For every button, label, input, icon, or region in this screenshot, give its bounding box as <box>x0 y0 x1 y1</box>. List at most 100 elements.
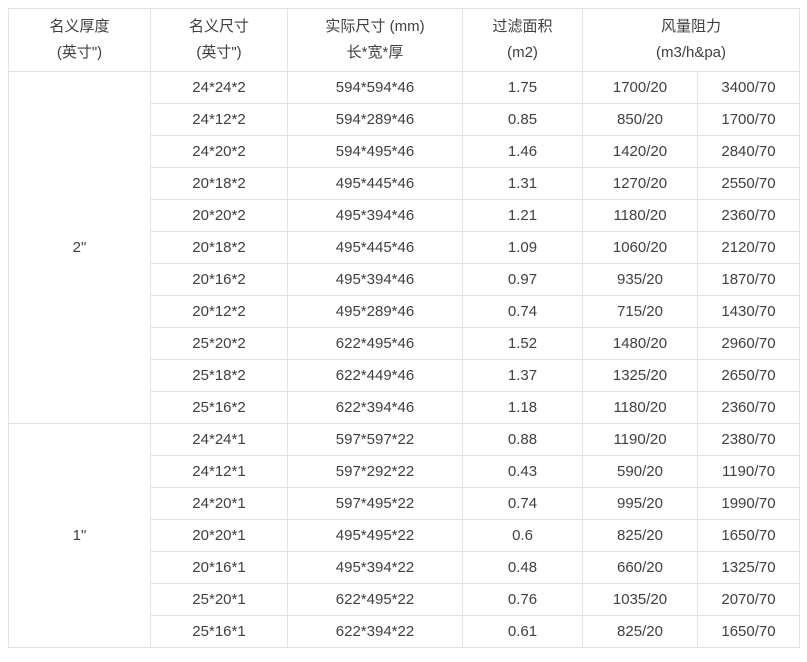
filter-area-cell: 0.88 <box>462 423 583 456</box>
airflow-high-cell: 1700/70 <box>697 103 800 136</box>
filter-area-cell: 0.43 <box>462 455 583 488</box>
header-nominal-thickness: 名义厚度 (英寸") <box>8 8 151 72</box>
header-nominal-size: 名义尺寸 (英寸") <box>150 8 288 72</box>
header-filter-area: 过滤面积 (m2) <box>462 8 583 72</box>
filter-area-cell: 1.52 <box>462 327 583 360</box>
filter-area-cell: 1.75 <box>462 71 583 104</box>
table-row: 25*16*1 622*394*22 0.61 825/20 1650/70 <box>9 615 800 648</box>
airflow-low-cell: 1190/20 <box>582 423 698 456</box>
nominal-size-cell: 25*16*2 <box>150 391 288 424</box>
actual-size-cell: 495*394*22 <box>287 551 463 584</box>
table-row: 25*16*2 622*394*46 1.18 1180/20 2360/70 <box>9 391 800 424</box>
airflow-low-cell: 1420/20 <box>582 135 698 168</box>
airflow-low-cell: 1480/20 <box>582 327 698 360</box>
header-line-1: 过滤面积 <box>492 18 553 35</box>
airflow-high-cell: 2120/70 <box>697 231 800 264</box>
filter-area-cell: 1.37 <box>462 359 583 392</box>
filter-area-cell: 0.48 <box>462 551 583 584</box>
filter-spec-table: 名义厚度 (英寸") 名义尺寸 (英寸") 实际尺寸 (mm) 长*宽*厚 过滤… <box>8 8 800 648</box>
airflow-high-cell: 1870/70 <box>697 263 800 296</box>
filter-area-cell: 1.46 <box>462 135 583 168</box>
airflow-low-cell: 715/20 <box>582 295 698 328</box>
airflow-low-cell: 995/20 <box>582 487 698 520</box>
filter-area-cell: 0.76 <box>462 583 583 616</box>
filter-area-cell: 0.6 <box>462 519 583 552</box>
airflow-high-cell: 1430/70 <box>697 295 800 328</box>
actual-size-cell: 597*292*22 <box>287 455 463 488</box>
filter-area-cell: 0.61 <box>462 615 583 648</box>
airflow-low-cell: 935/20 <box>582 263 698 296</box>
filter-area-cell: 0.97 <box>462 263 583 296</box>
nominal-size-cell: 20*18*2 <box>150 231 288 264</box>
table-header: 名义厚度 (英寸") 名义尺寸 (英寸") 实际尺寸 (mm) 长*宽*厚 过滤… <box>8 8 800 72</box>
actual-size-cell: 594*289*46 <box>287 103 463 136</box>
airflow-high-cell: 3400/70 <box>697 71 800 104</box>
nominal-size-cell: 24*20*2 <box>150 135 288 168</box>
table-row: 24*12*1 597*292*22 0.43 590/20 1190/70 <box>9 455 800 488</box>
actual-size-cell: 622*394*46 <box>287 391 463 424</box>
actual-size-cell: 597*495*22 <box>287 487 463 520</box>
header-line-2: (m2) <box>507 44 538 61</box>
table-row: 2" 24*24*2 594*594*46 1.75 1700/20 3400/70 <box>8 71 800 424</box>
airflow-low-cell: 1270/20 <box>582 167 698 200</box>
table-row: 24*20*2 594*495*46 1.46 1420/20 2840/70 <box>9 135 800 168</box>
nominal-size-cell: 25*18*2 <box>150 359 288 392</box>
filter-area-cell: 1.21 <box>462 199 583 232</box>
airflow-high-cell: 1990/70 <box>697 487 800 520</box>
table-row: 25*18*2 622*449*46 1.37 1325/20 2650/70 <box>9 359 800 392</box>
airflow-high-cell: 2650/70 <box>697 359 800 392</box>
filter-area-cell: 0.85 <box>462 103 583 136</box>
airflow-high-cell: 1190/70 <box>697 455 800 488</box>
table-row: 20*18*2 495*445*46 1.09 1060/20 2120/70 <box>9 231 800 264</box>
header-row: 名义厚度 (英寸") 名义尺寸 (英寸") 实际尺寸 (mm) 长*宽*厚 过滤… <box>8 8 800 72</box>
header-line-1: 实际尺寸 (mm) <box>325 18 425 35</box>
nominal-size-cell: 25*20*1 <box>150 583 288 616</box>
nominal-size-cell: 20*20*1 <box>150 519 288 552</box>
nominal-size-cell: 20*18*2 <box>150 167 288 200</box>
filter-area-cell: 1.09 <box>462 231 583 264</box>
airflow-high-cell: 1325/70 <box>697 551 800 584</box>
nominal-size-cell: 24*12*2 <box>150 103 288 136</box>
header-line-2: (英寸") <box>196 44 242 61</box>
filter-area-cell: 0.74 <box>462 487 583 520</box>
actual-size-cell: 495*394*46 <box>287 199 463 232</box>
nominal-size-cell: 24*24*1 <box>150 423 288 456</box>
table-row: 20*16*1 495*394*22 0.48 660/20 1325/70 <box>9 551 800 584</box>
nominal-size-cell: 20*16*2 <box>150 263 288 296</box>
table-row: 24*20*1 597*495*22 0.74 995/20 1990/70 <box>9 487 800 520</box>
airflow-low-cell: 590/20 <box>582 455 698 488</box>
nominal-size-cell: 20*12*2 <box>150 295 288 328</box>
airflow-low-cell: 660/20 <box>582 551 698 584</box>
airflow-high-cell: 2550/70 <box>697 167 800 200</box>
table-body: 2" 24*24*2 594*594*46 1.75 1700/20 3400/70 24*… <box>8 71 800 648</box>
actual-size-cell: 622*495*22 <box>287 583 463 616</box>
nominal-size-cell: 25*20*2 <box>150 327 288 360</box>
nominal-size-cell: 24*24*2 <box>150 71 288 104</box>
header-line-1: 名义尺寸 <box>188 18 249 35</box>
table-row: 20*20*2 495*394*46 1.21 1180/20 2360/70 <box>9 199 800 232</box>
airflow-low-cell: 1325/20 <box>582 359 698 392</box>
actual-size-cell: 594*495*46 <box>287 135 463 168</box>
airflow-high-cell: 2380/70 <box>697 423 800 456</box>
nominal-size-cell: 20*20*2 <box>150 199 288 232</box>
airflow-high-cell: 1650/70 <box>697 615 800 648</box>
airflow-low-cell: 1180/20 <box>582 391 698 424</box>
table-row: 20*20*1 495*495*22 0.6 825/20 1650/70 <box>9 519 800 552</box>
actual-size-cell: 622*495*46 <box>287 327 463 360</box>
nominal-size-cell: 20*16*1 <box>150 551 288 584</box>
actual-size-cell: 495*394*46 <box>287 263 463 296</box>
actual-size-cell: 495*445*46 <box>287 231 463 264</box>
airflow-low-cell: 825/20 <box>582 519 698 552</box>
header-actual-size: 实际尺寸 (mm) 长*宽*厚 <box>287 8 463 72</box>
airflow-low-cell: 1060/20 <box>582 231 698 264</box>
header-line-2: (英寸") <box>56 44 103 61</box>
airflow-low-cell: 825/20 <box>582 615 698 648</box>
actual-size-cell: 597*597*22 <box>287 423 463 456</box>
airflow-low-cell: 1700/20 <box>582 71 698 104</box>
filter-area-cell: 1.31 <box>462 167 583 200</box>
table-row: 25*20*1 622*495*22 0.76 1035/20 2070/70 <box>9 583 800 616</box>
airflow-high-cell: 1650/70 <box>697 519 800 552</box>
table-row: 20*16*2 495*394*46 0.97 935/20 1870/70 <box>9 263 800 296</box>
filter-area-cell: 0.74 <box>462 295 583 328</box>
